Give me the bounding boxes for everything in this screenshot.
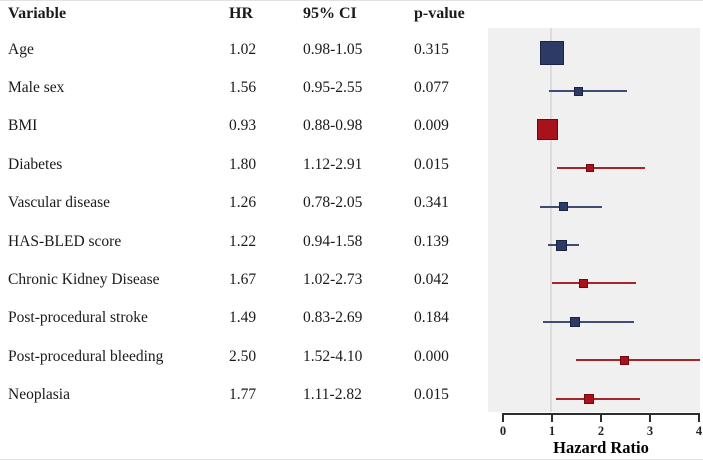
ci-value: 1.12-2.91 (303, 155, 363, 173)
p-value: 0.077 (414, 78, 449, 96)
p-value: 0.315 (414, 40, 449, 58)
hr-marker (579, 278, 589, 288)
hr-marker (586, 164, 595, 173)
x-axis-title: Hazard Ratio (553, 438, 649, 457)
column-header-ci: 95% CI (303, 5, 357, 22)
hr-marker (583, 393, 594, 404)
x-axis-tick-label: 4 (695, 424, 703, 438)
hr-value: 1.49 (229, 309, 257, 327)
x-axis-tick (502, 415, 504, 422)
ci-value: 0.95-2.55 (303, 78, 363, 96)
x-axis-tick-label: 3 (646, 424, 654, 438)
hr-value: 1.22 (229, 232, 257, 250)
hr-marker (573, 86, 583, 96)
variable-label: Vascular disease (8, 194, 110, 212)
x-axis: 0 1 2 3 4 (500, 413, 703, 459)
x-axis-tick-label: 1 (548, 424, 556, 438)
hr-marker (556, 239, 568, 251)
ci-value: 1.11-2.82 (303, 386, 362, 404)
ci-value: 1.52-4.10 (303, 347, 363, 365)
hr-value: 1.67 (229, 270, 257, 288)
hr-marker (539, 41, 564, 65)
plot-area (488, 28, 700, 412)
ci-value: 0.78-2.05 (303, 194, 363, 212)
x-axis-tick-label: 0 (499, 424, 507, 438)
ci-line (556, 167, 645, 170)
hr-value: 1.02 (229, 40, 257, 58)
x-axis-tick-label: 2 (597, 424, 605, 438)
variable-label: Male sex (8, 78, 65, 96)
hr-value: 1.77 (229, 386, 257, 404)
column-header-hr: HR (229, 5, 253, 22)
ci-value: 1.02-2.73 (303, 270, 363, 288)
ci-line (576, 359, 700, 362)
column-header-variable: Variable (8, 5, 67, 22)
x-axis-tick (551, 415, 553, 422)
variable-label: Neoplasia (8, 386, 70, 404)
hr-marker (620, 355, 629, 365)
ci-value: 0.94-1.58 (303, 232, 363, 250)
hr-value: 1.26 (229, 194, 257, 212)
p-value: 0.042 (414, 270, 449, 288)
reference-line-hr1 (550, 28, 552, 412)
variable-label: Post-procedural bleeding (8, 347, 164, 365)
hr-value: 1.80 (229, 155, 257, 173)
p-value: 0.015 (414, 155, 449, 173)
p-value: 0.000 (414, 347, 449, 365)
hr-marker (537, 119, 559, 141)
ci-line (556, 397, 641, 400)
hr-value: 2.50 (229, 347, 257, 365)
ci-value: 0.83-2.69 (303, 309, 363, 327)
ci-line (548, 90, 627, 93)
variable-label: HAS-BLED score (8, 232, 122, 250)
p-value: 0.139 (414, 232, 449, 250)
p-value: 0.009 (414, 117, 449, 135)
x-axis-line (502, 413, 700, 415)
p-value: 0.015 (414, 386, 449, 404)
x-axis-tick (649, 415, 651, 422)
ci-line (551, 282, 636, 285)
column-header-p-value: p-value (414, 5, 465, 22)
ci-line (542, 320, 634, 323)
p-value: 0.341 (414, 194, 449, 212)
variable-label: Chronic Kidney Disease (8, 270, 160, 288)
variable-label: Age (8, 40, 34, 58)
hr-marker (570, 316, 580, 327)
hr-marker (559, 202, 569, 212)
variable-label: Diabetes (8, 155, 63, 173)
variable-label: BMI (8, 117, 38, 135)
variable-label: Post-procedural stroke (8, 309, 148, 327)
ci-value: 0.88-0.98 (303, 117, 363, 135)
x-axis-tick (698, 415, 700, 422)
ci-line (540, 205, 603, 208)
x-axis-tick (600, 415, 602, 422)
hr-value: 0.93 (229, 117, 257, 135)
ci-value: 0.98-1.05 (303, 40, 363, 58)
p-value: 0.184 (414, 309, 449, 327)
hr-value: 1.56 (229, 78, 257, 96)
